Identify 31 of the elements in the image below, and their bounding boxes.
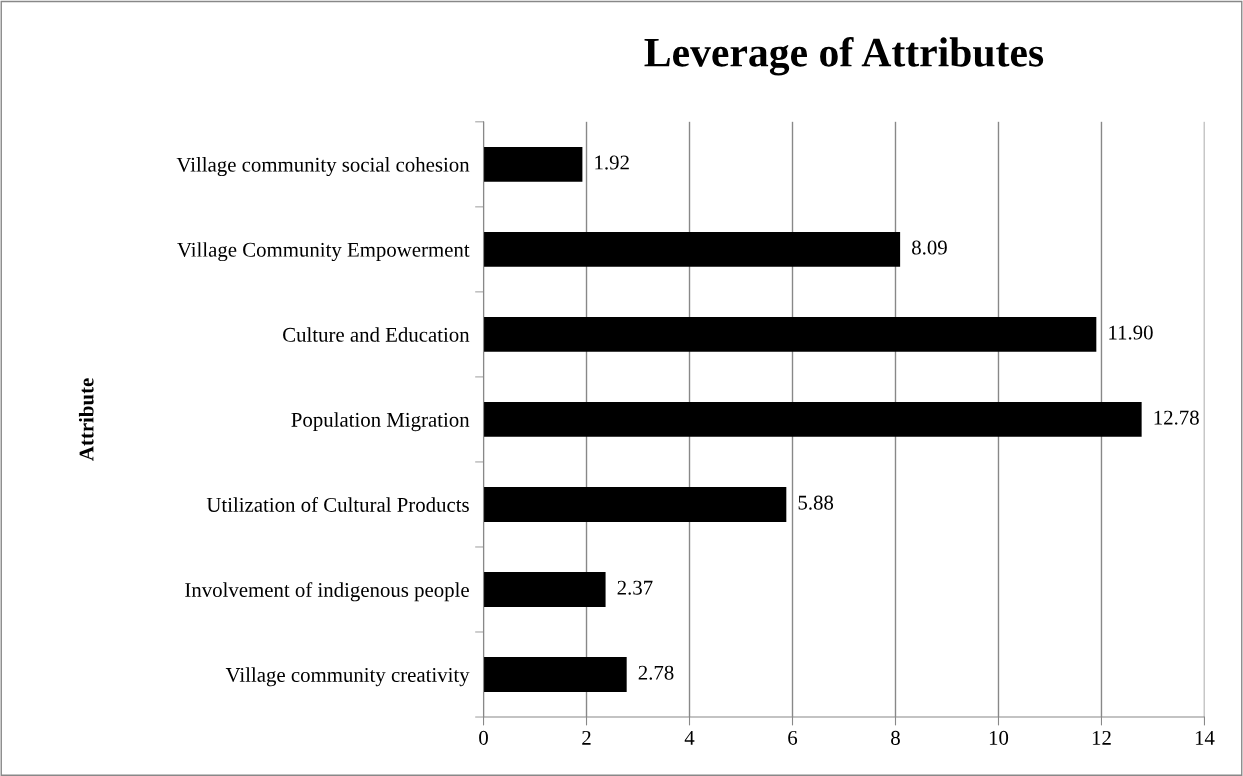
data-label: 2.78 [638,665,674,680]
y-tick-label: Village community social cohesion [176,157,470,177]
x-tick-label: 12 [1092,730,1111,745]
y-tick-label: Involvement of indigenous people [185,582,469,602]
bar [483,572,606,607]
data-label: 5.88 [798,495,834,510]
bar [483,316,1097,352]
data-label: 8.09 [912,240,947,255]
bar [483,402,1142,437]
data-label: 11.90 [1109,325,1153,340]
y-axis-title: Attribute [78,378,94,461]
bar [483,146,583,182]
data-label: 2.37 [617,580,653,595]
x-tick-label: 6 [788,730,798,745]
y-tick-label: Village community creativity [225,667,470,687]
bar [483,231,901,267]
bar [483,487,787,522]
x-tick-label: 2 [582,730,591,745]
y-tick-label: Village Community Empowerment [177,242,470,262]
data-label: 1.92 [595,155,629,170]
x-tick-label: 0 [479,730,488,745]
chart-title: Leverage of Attributes [644,36,1044,76]
y-tick-label: Culture and Education [283,327,470,342]
y-tick-label: Population Migration [291,412,470,432]
bar [483,657,627,692]
data-label: 12.78 [1154,410,1199,425]
x-tick-label: 14 [1195,730,1215,745]
x-tick-label: 10 [989,730,1009,745]
x-tick-label: 8 [891,730,900,745]
x-tick-label: 4 [684,730,695,745]
y-tick-label: Utilization of Cultural Products [206,497,469,512]
